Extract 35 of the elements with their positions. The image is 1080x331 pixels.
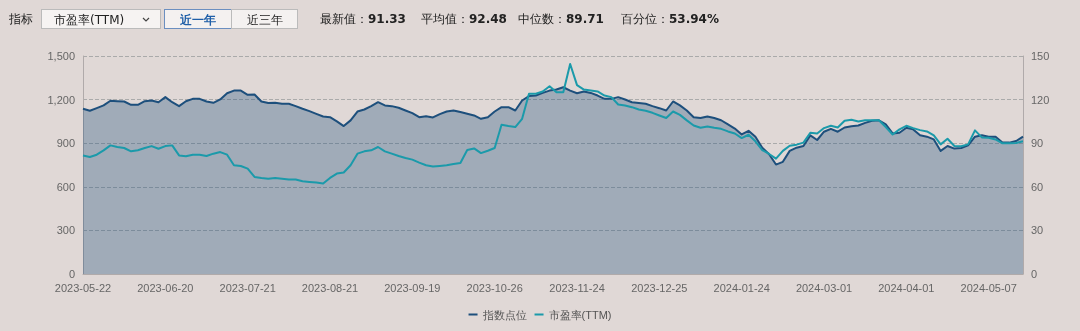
y2-tick-label: 120 — [1031, 93, 1050, 106]
text: 市盈率(TTM) — [54, 13, 125, 27]
x-tick-label: 2023-11-24 — [549, 281, 605, 294]
text: 近三年 — [231, 9, 298, 29]
x-tick-label: 2024-01-24 — [713, 281, 770, 294]
x-tick-label: 2024-05-07 — [960, 281, 1017, 294]
y2-tick-label: 0 — [1031, 268, 1038, 280]
text: 百分位：53.94% — [621, 12, 719, 26]
text: 中位数：89.71 — [518, 12, 604, 26]
y2-tick-label: 150 — [1031, 50, 1050, 62]
x-tick-label: 2023-12-25 — [631, 281, 688, 294]
x-tick-label: 2023-10-26 — [466, 281, 523, 294]
x-tick-label: 2023-06-20 — [137, 281, 194, 294]
x-tick-label: 2024-04-01 — [878, 281, 935, 294]
line-series — [82, 62, 1024, 185]
text: 最新值：91.33 — [320, 12, 406, 26]
text: 平均值：92.48 — [421, 12, 507, 26]
y-tick-label: 600 — [56, 180, 75, 193]
x-tick-label: 2024-03-01 — [795, 281, 853, 294]
x-tick-label: 2023-05-22 — [54, 281, 112, 294]
y-tick-label: 1,500 — [47, 50, 75, 62]
y2-tick-label: 90 — [1031, 137, 1044, 150]
x-tick-label: 2023-07-21 — [219, 281, 276, 294]
y-tick-label: 1,200 — [47, 93, 75, 106]
x-tick-label: 2023-08-21 — [301, 281, 359, 294]
y-tick-label: 0 — [68, 268, 75, 280]
legend-label: 指数点位 — [481, 308, 527, 321]
y2-tick-label: 60 — [1031, 180, 1044, 193]
y-tick-label: 300 — [56, 224, 75, 237]
x-tick-label: 2023-09-19 — [384, 281, 441, 294]
text: 近一年 — [164, 9, 232, 29]
legend-label: 市盈率(TTM) — [548, 308, 612, 321]
y-tick-label: 900 — [56, 137, 75, 150]
text: 指标 — [9, 11, 33, 28]
y2-tick-label: 30 — [1031, 224, 1044, 237]
